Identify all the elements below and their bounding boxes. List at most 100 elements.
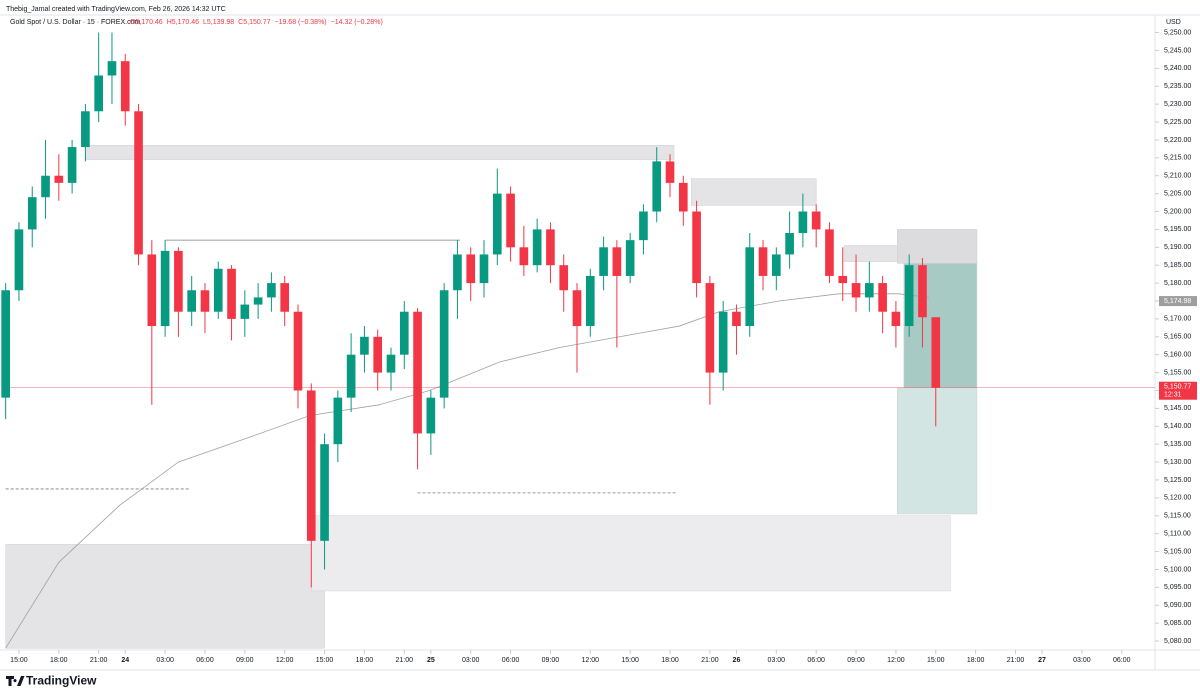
candle-body bbox=[227, 268, 236, 319]
candle-body bbox=[665, 161, 675, 183]
x-tick-label: 21:00 bbox=[396, 657, 414, 664]
candle-body bbox=[865, 283, 874, 298]
y-tick-label: 5,200.00 bbox=[1164, 208, 1191, 215]
zone bbox=[5, 544, 325, 649]
candle-body bbox=[506, 193, 515, 248]
candle-body bbox=[81, 111, 90, 148]
symbol: Gold Spot / U.S. Dollar · 15 · FOREX.com bbox=[10, 19, 140, 26]
zone bbox=[896, 229, 978, 264]
candle-body bbox=[373, 336, 383, 373]
y-tick-label: 5,155.00 bbox=[1164, 369, 1191, 376]
candle-body bbox=[267, 283, 276, 298]
x-tick-label: 03:00 bbox=[1073, 657, 1091, 664]
y-tick-label: 5,165.00 bbox=[1164, 334, 1191, 341]
candle-body bbox=[652, 161, 662, 212]
candle-body bbox=[453, 254, 462, 291]
candle-body bbox=[54, 175, 64, 183]
x-tick-label: 21:00 bbox=[701, 657, 719, 664]
logo: TradingView bbox=[6, 674, 97, 688]
zone bbox=[896, 387, 978, 515]
y-tick-label: 5,100.00 bbox=[1164, 566, 1191, 573]
candle-body bbox=[174, 250, 183, 312]
candle-body bbox=[41, 175, 50, 198]
y-tick-label: 5,095.00 bbox=[1164, 584, 1191, 591]
candle-body bbox=[612, 247, 622, 276]
currency: USD bbox=[1166, 19, 1181, 26]
ma-label: 5,174.98 bbox=[1164, 298, 1191, 305]
candle-body bbox=[745, 247, 755, 327]
candle-body bbox=[904, 265, 914, 327]
y-tick-label: 5,140.00 bbox=[1164, 423, 1191, 430]
y-tick-label: 5,240.00 bbox=[1164, 65, 1191, 72]
y-tick-label: 5,215.00 bbox=[1164, 155, 1191, 162]
candle-body bbox=[546, 229, 555, 266]
ohlc-value: L5,139.98 bbox=[203, 19, 234, 26]
ohlc-value: C5,150.77 bbox=[238, 19, 270, 26]
candle-body bbox=[426, 397, 436, 434]
candle-body bbox=[240, 304, 250, 319]
x-tick-label: 18:00 bbox=[50, 657, 68, 664]
x-tick-label: 15:00 bbox=[316, 657, 334, 664]
x-tick-label: 06:00 bbox=[502, 657, 520, 664]
moving-average bbox=[5, 293, 930, 649]
candle-body bbox=[107, 61, 117, 76]
x-tick-label: 09:00 bbox=[236, 657, 254, 664]
y-tick-label: 5,190.00 bbox=[1164, 244, 1191, 251]
x-tick-label: 21:00 bbox=[90, 657, 108, 664]
x-tick-label: 03:00 bbox=[156, 657, 174, 664]
candle-body bbox=[187, 290, 197, 312]
ohlc-value: −14.32 (−0.28%) bbox=[331, 19, 383, 26]
x-tick-label: 18:00 bbox=[967, 657, 985, 664]
zone bbox=[311, 515, 951, 592]
x-tick-label: 03:00 bbox=[462, 657, 480, 664]
candle-body bbox=[585, 275, 595, 327]
candle-body bbox=[758, 247, 768, 276]
candle-body bbox=[519, 247, 529, 266]
x-tick-label: 06:00 bbox=[1113, 657, 1131, 664]
y-tick-label: 5,130.00 bbox=[1164, 459, 1191, 466]
x-tick-label: 06:00 bbox=[807, 657, 825, 664]
y-tick-label: 5,195.00 bbox=[1164, 226, 1191, 233]
y-tick-label: 5,160.00 bbox=[1164, 352, 1191, 359]
candle-body bbox=[147, 254, 157, 327]
y-tick-label: 5,105.00 bbox=[1164, 548, 1191, 555]
candle-body bbox=[413, 311, 422, 434]
candle-body bbox=[306, 390, 316, 541]
x-tick-label: 18:00 bbox=[661, 657, 679, 664]
y-tick-label: 5,230.00 bbox=[1164, 101, 1191, 108]
y-tick-label: 5,145.00 bbox=[1164, 405, 1191, 412]
y-tick-label: 5,245.00 bbox=[1164, 47, 1191, 54]
x-tick-label: 15:00 bbox=[927, 657, 945, 664]
candle-body bbox=[771, 254, 781, 276]
candle-body bbox=[333, 397, 343, 445]
ohlc-value: −19.68 (−0.38%) bbox=[274, 19, 326, 26]
candle-body bbox=[439, 290, 449, 398]
x-tick-label: 15:00 bbox=[621, 657, 639, 664]
candle-body bbox=[572, 290, 582, 327]
y-tick-label: 5,235.00 bbox=[1164, 83, 1191, 90]
x-tick-label: 12:00 bbox=[887, 657, 905, 664]
candle-body bbox=[798, 211, 808, 233]
candle-body bbox=[27, 197, 37, 230]
x-tick-label: 09:00 bbox=[542, 657, 560, 664]
x-tick-label: 09:00 bbox=[847, 657, 865, 664]
x-tick-label: 24 bbox=[121, 657, 129, 664]
candle-body bbox=[479, 254, 489, 284]
x-tick-label: 18:00 bbox=[356, 657, 374, 664]
candle-body bbox=[399, 311, 409, 355]
y-tick-label: 5,125.00 bbox=[1164, 477, 1191, 484]
plot-area bbox=[1, 32, 1155, 649]
candle-body bbox=[732, 311, 741, 327]
y-tick-label: 5,090.00 bbox=[1164, 602, 1191, 609]
y-tick-label: 5,205.00 bbox=[1164, 190, 1191, 197]
candle-body bbox=[134, 111, 143, 255]
candle-body bbox=[891, 311, 901, 327]
last-price-label: 5,150.77 bbox=[1164, 384, 1191, 391]
zone bbox=[691, 178, 817, 206]
zone bbox=[903, 263, 978, 388]
y-tick-label: 5,250.00 bbox=[1164, 29, 1191, 36]
y-tick-label: 5,185.00 bbox=[1164, 262, 1191, 269]
candle-body bbox=[492, 193, 502, 255]
candle-body bbox=[625, 240, 635, 276]
candle-body bbox=[94, 75, 103, 112]
